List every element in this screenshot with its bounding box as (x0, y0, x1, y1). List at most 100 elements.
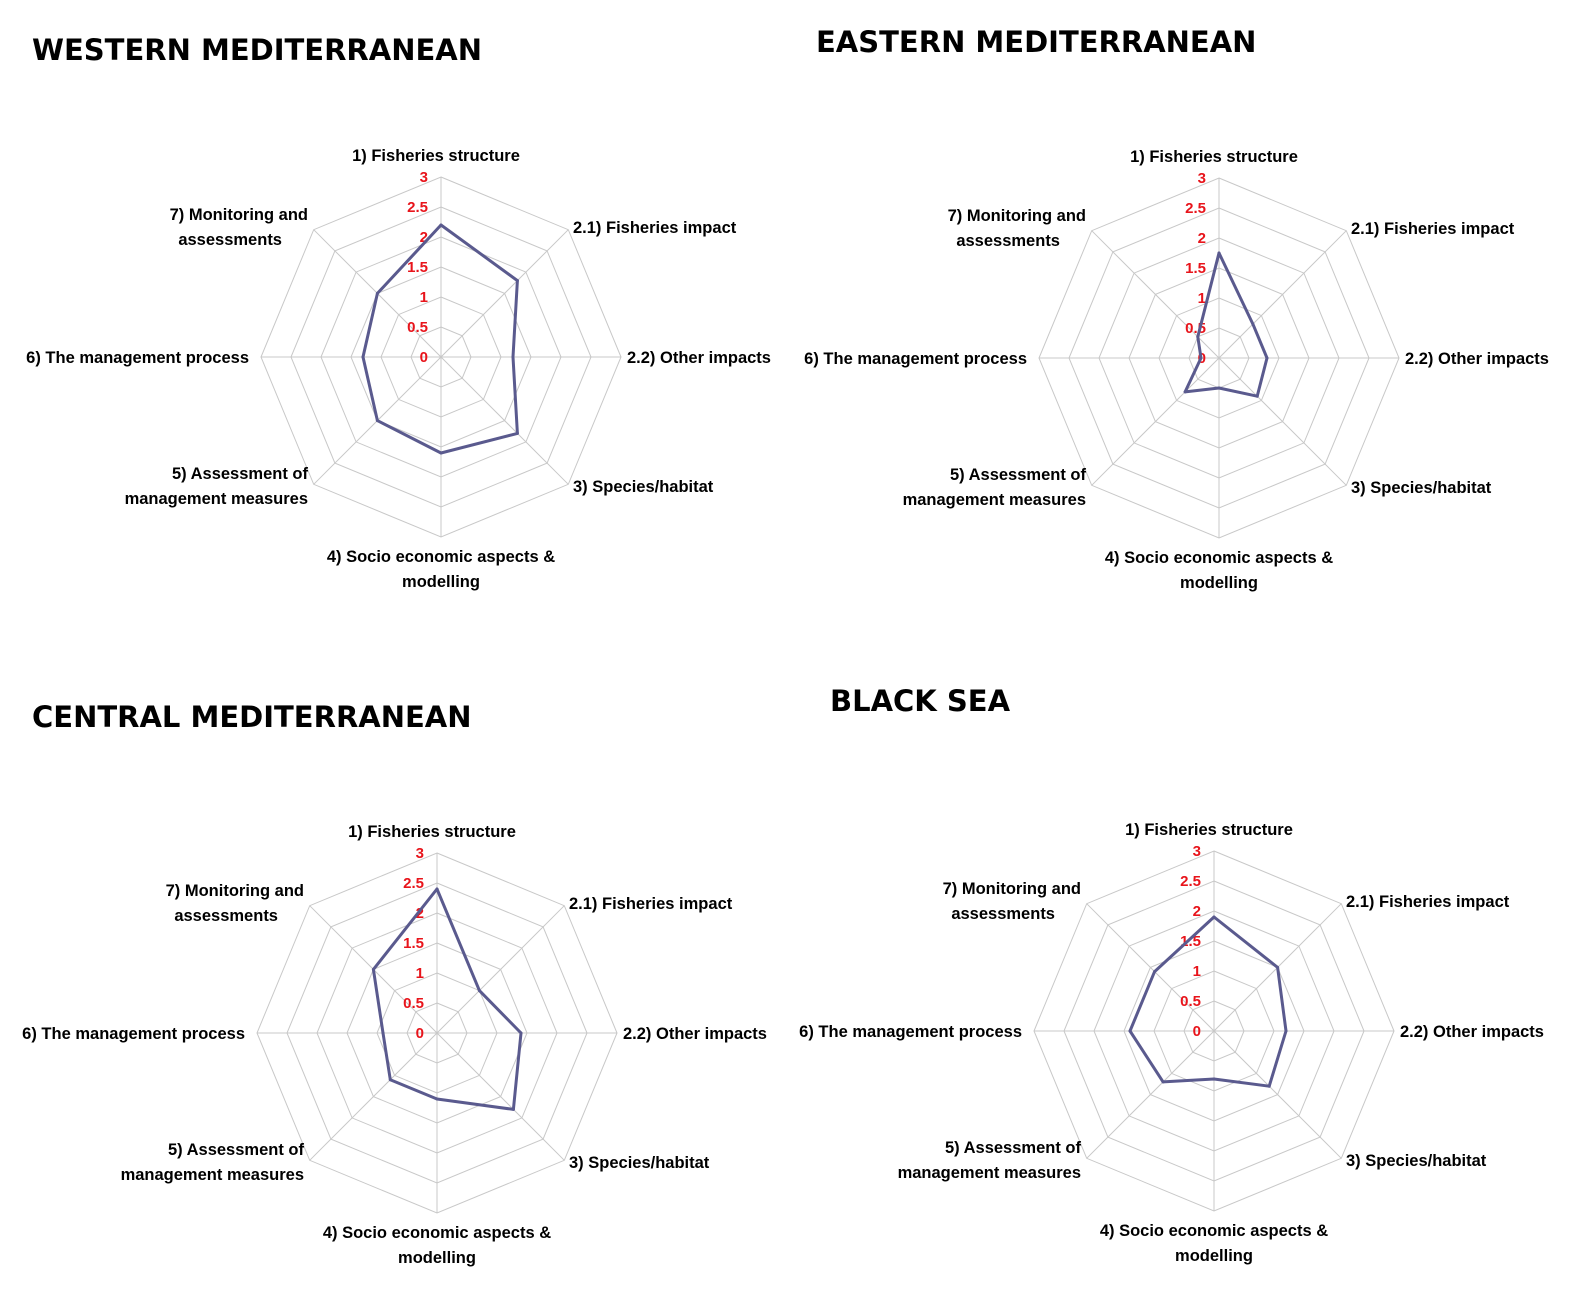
data-point (1217, 386, 1221, 390)
axis-label: 2.2) Other impacts (1405, 350, 1549, 368)
tick-label: 3 (1193, 843, 1201, 860)
axis-label: 3) Species/habitat (569, 1154, 710, 1172)
axis-spoke (1218, 357, 1347, 486)
tick-label: 0 (1193, 1023, 1201, 1040)
series-line (371, 887, 523, 1111)
data-point (1153, 970, 1157, 974)
axis-label: 1) Fisheries structure (1130, 148, 1298, 166)
axis-label: 7) Monitoring and assessments (166, 882, 304, 925)
tick-label: 1 (420, 289, 428, 306)
panel-title: CENTRAL MEDITERRANEAN (32, 700, 472, 734)
series-line (1128, 915, 1288, 1088)
data-point (1196, 335, 1200, 339)
tick-label: 1.5 (1185, 260, 1206, 277)
axis-spoke (1086, 903, 1215, 1032)
axis-spoke (1086, 1030, 1215, 1159)
axis-label: 4) Socio economic aspects & modelling (327, 548, 555, 591)
tick-label: 0.5 (403, 995, 424, 1012)
tick-label: 2.5 (403, 875, 424, 892)
data-point (1267, 1084, 1271, 1088)
data-point (1212, 915, 1216, 919)
axis-label: 5) Assessment of management measures (898, 1139, 1082, 1182)
axis-label: 1) Fisheries structure (352, 147, 520, 165)
tick-label: 3 (1198, 170, 1206, 187)
axis-label: 4) Socio economic aspects & modelling (323, 1224, 551, 1267)
radar-panel: BLACK SEA 0 0.5 1 1.5 2 2.5 3 1) Fisheries struc… (799, 684, 1544, 1265)
tick-label: 0 (416, 1025, 424, 1042)
data-point (371, 967, 375, 971)
axis-label: 2.1) Fisheries impact (1351, 220, 1515, 238)
data-point (477, 989, 481, 993)
data-point (515, 431, 519, 435)
tick-label: 0.5 (407, 319, 428, 336)
panel-title: EASTERN MEDITERRANEAN (816, 25, 1256, 59)
axis-label: 6) The management process (26, 349, 249, 367)
data-point (381, 1031, 385, 1035)
axis-label: 7) Monitoring and assessments (170, 206, 308, 249)
tick-label: 2 (1198, 230, 1206, 247)
axis-label: 2.1) Fisheries impact (569, 895, 733, 913)
data-point (435, 887, 439, 891)
data-point (1217, 251, 1221, 255)
axis-label: 6) The management process (799, 1023, 1022, 1041)
axis-label: 5) Assessment of management measures (121, 1141, 305, 1184)
data-point (439, 451, 443, 455)
panel-title: WESTERN MEDITERRANEAN (32, 33, 482, 67)
tick-label: 2.5 (1185, 200, 1206, 217)
tick-label: 1 (416, 965, 424, 982)
data-point (361, 355, 365, 359)
axis-label: 4) Socio economic aspects & modelling (1100, 1222, 1328, 1265)
axis-label: 5) Assessment of management measures (125, 465, 309, 508)
tick-label: 0.5 (1180, 993, 1201, 1010)
data-point (1183, 390, 1187, 394)
axis-spoke (309, 1032, 438, 1161)
axis-spoke (440, 229, 569, 358)
tick-label: 2.5 (407, 199, 428, 216)
axis-label: 4) Socio economic aspects & modelling (1105, 549, 1333, 592)
axis-label: 2.2) Other impacts (623, 1025, 767, 1043)
tick-label: 1.5 (407, 259, 428, 276)
tick-label: 1 (1193, 963, 1201, 980)
data-point (375, 419, 379, 423)
tick-label: 1 (1198, 290, 1206, 307)
axis-label: 7) Monitoring and assessments (948, 207, 1086, 250)
radar-panel: CENTRAL MEDITERRANEAN 0 0.5 1 1.5 2 2.5 3 1) Fis… (22, 700, 767, 1267)
axis-label: 7) Monitoring and assessments (943, 880, 1081, 923)
data-point (439, 223, 443, 227)
axis-label: 1) Fisheries structure (348, 823, 516, 841)
axis-label: 2.2) Other impacts (627, 349, 771, 367)
data-point (1161, 1080, 1165, 1084)
axis-spoke (436, 905, 565, 1034)
data-point (1199, 356, 1203, 360)
axis-label: 3) Species/habitat (1346, 1152, 1487, 1170)
axis-label: 5) Assessment of management measures (903, 466, 1087, 509)
radar-panel: WESTERN MEDITERRANEAN 0 0.5 1 1.5 2 2.5 3 1) Fis… (26, 33, 771, 591)
data-point (1265, 356, 1269, 360)
tick-label: 1.5 (1180, 933, 1201, 950)
axis-label: 6) The management process (22, 1025, 245, 1043)
axis-label: 6) The management process (804, 350, 1027, 368)
panel-title: BLACK SEA (830, 684, 1011, 718)
data-point (1251, 322, 1255, 326)
data-point (511, 1107, 515, 1111)
tick-label: 2 (416, 905, 424, 922)
data-point (1255, 394, 1259, 398)
tick-label: 2.5 (1180, 873, 1201, 890)
axis-spoke (436, 1032, 565, 1161)
axis-label: 2.1) Fisheries impact (573, 219, 737, 237)
data-point (1276, 965, 1280, 969)
axis-spoke (440, 356, 569, 485)
tick-label: 1.5 (403, 935, 424, 952)
axis-spoke (1091, 357, 1220, 486)
data-point (435, 1097, 439, 1101)
axis-label: 3) Species/habitat (1351, 479, 1492, 497)
tick-label: 2 (420, 229, 428, 246)
data-point (519, 1031, 523, 1035)
axis-label: 2.1) Fisheries impact (1346, 893, 1510, 911)
tick-label: 3 (420, 169, 428, 186)
axis-spoke (1213, 1030, 1342, 1159)
tick-label: 3 (416, 845, 424, 862)
data-point (515, 279, 519, 283)
